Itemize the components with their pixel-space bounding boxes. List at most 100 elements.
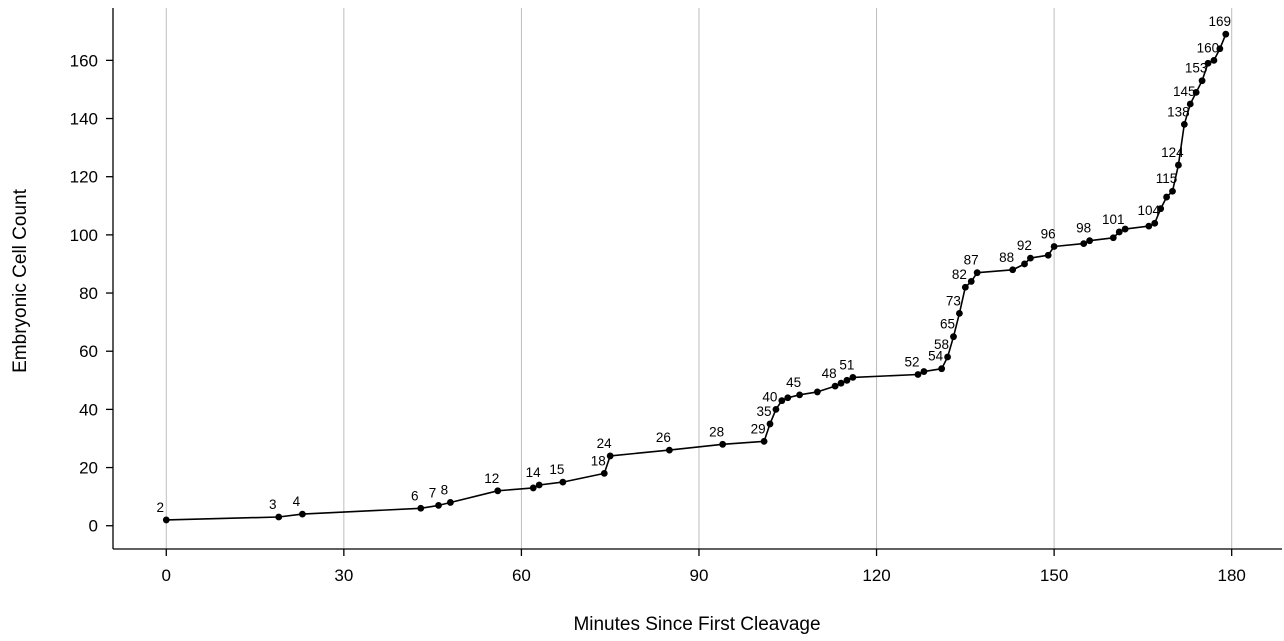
data-point-94-28 — [719, 440, 727, 448]
y-tick-label-120: 120 — [70, 168, 98, 187]
x-tick-label-30: 30 — [334, 566, 353, 585]
data-label-45: 45 — [786, 375, 801, 390]
data-point-63-14 — [535, 481, 543, 489]
data-point-179-169 — [1222, 30, 1230, 38]
data-point-48-8 — [446, 499, 454, 506]
data-point-160-99 — [1109, 234, 1117, 242]
x-tick-label-150: 150 — [1040, 566, 1068, 585]
data-point-0-2 — [162, 516, 170, 524]
y-tick-label-60: 60 — [79, 342, 98, 361]
data-point-155-97 — [1080, 240, 1088, 247]
data-point-102-35 — [766, 420, 774, 428]
data-point-173-145 — [1186, 100, 1194, 108]
data-point-146-92 — [1027, 254, 1034, 262]
data-label-115: 115 — [1156, 171, 1178, 186]
data-point-174-149 — [1192, 88, 1200, 96]
data-label-3: 3 — [269, 497, 277, 512]
y-tick-label-40: 40 — [79, 400, 98, 419]
data-point-132-58 — [944, 353, 951, 361]
data-label-35: 35 — [756, 404, 771, 419]
data-point-177-160 — [1210, 56, 1218, 64]
data-label-52: 52 — [904, 354, 919, 369]
data-label-54: 54 — [928, 349, 944, 364]
data-point-145-90 — [1021, 260, 1028, 268]
data-point-131-54 — [938, 365, 946, 373]
data-point-162-102 — [1121, 225, 1129, 233]
data-point-136-84 — [967, 278, 975, 285]
data-point-75-24 — [606, 452, 614, 460]
data-label-18: 18 — [591, 453, 606, 468]
data-label-87: 87 — [964, 253, 979, 268]
data-point-172-138 — [1180, 120, 1188, 128]
data-label-98: 98 — [1076, 221, 1091, 236]
data-label-101: 101 — [1102, 212, 1125, 227]
data-label-8: 8 — [441, 482, 449, 497]
y-tick-label-140: 140 — [70, 110, 98, 129]
data-label-14: 14 — [526, 465, 542, 480]
y-axis-ticks: 0 20 40 60 80 100 120 140 160 — [70, 51, 113, 536]
data-label-73: 73 — [946, 293, 961, 308]
data-point-127-52 — [914, 371, 922, 378]
data-point-134-73 — [956, 310, 963, 317]
data-label-6: 6 — [411, 488, 419, 503]
data-point-171-124 — [1175, 161, 1182, 169]
data-point-115-50 — [843, 376, 851, 384]
data-label-15: 15 — [549, 462, 564, 477]
x-axis-title: Minutes Since First Cleavage — [573, 614, 820, 635]
data-label-96: 96 — [1041, 227, 1056, 242]
data-point-176-159 — [1204, 59, 1212, 67]
y-tick-label-80: 80 — [79, 284, 98, 303]
data-label-65: 65 — [940, 317, 955, 332]
data-label-88: 88 — [999, 250, 1014, 265]
axes — [112, 8, 1282, 550]
data-label-4: 4 — [293, 494, 301, 509]
data-point-110-46 — [813, 388, 821, 396]
data-label-153: 153 — [1185, 61, 1208, 76]
y-tick-label-0: 0 — [89, 517, 98, 536]
data-point-113-48 — [831, 382, 839, 390]
data-point-104-43 — [778, 397, 786, 405]
data-point-170-115 — [1169, 187, 1176, 195]
data-point-137-87 — [973, 269, 981, 277]
data-label-58: 58 — [934, 337, 949, 352]
data-label-51: 51 — [839, 357, 854, 372]
series-cell-count — [162, 30, 1230, 524]
y-tick-label-160: 160 — [70, 51, 98, 70]
data-label-7: 7 — [429, 485, 437, 500]
data-point-67-15 — [559, 478, 567, 486]
data-point-105-44 — [784, 394, 792, 402]
data-label-92: 92 — [1017, 238, 1032, 253]
data-point-19-3 — [275, 513, 283, 521]
grid-lines — [165, 8, 1233, 549]
data-label-2: 2 — [157, 500, 165, 515]
data-point-107-45 — [796, 391, 804, 399]
data-label-169: 169 — [1209, 14, 1232, 29]
data-point-43-6 — [417, 504, 425, 512]
data-label-12: 12 — [484, 471, 499, 486]
y-axis-title: Embryonic Cell Count — [10, 188, 31, 372]
data-point-56-12 — [494, 487, 502, 495]
data-point-156-98 — [1086, 237, 1094, 245]
data-point-103-40 — [772, 405, 780, 413]
data-point-116-51 — [849, 373, 857, 381]
y-tick-label-20: 20 — [79, 459, 98, 478]
data-point-161-101 — [1115, 228, 1123, 236]
data-label-124: 124 — [1161, 145, 1184, 160]
data-point-169-113 — [1163, 193, 1170, 201]
data-point-85-26 — [665, 446, 673, 454]
x-tick-label-180: 180 — [1218, 566, 1246, 585]
data-label-26: 26 — [656, 430, 671, 445]
data-point-175-153 — [1198, 77, 1206, 85]
data-point-23-4 — [299, 510, 306, 518]
data-point-178-164 — [1216, 45, 1224, 53]
data-point-150-96 — [1050, 243, 1058, 250]
data-point-62-13 — [529, 484, 537, 492]
data-point-168-109 — [1157, 205, 1165, 213]
data-label-82: 82 — [952, 267, 967, 282]
data-point-133-65 — [950, 333, 957, 341]
data-point-101-29 — [760, 437, 768, 445]
data-label-24: 24 — [597, 436, 613, 451]
data-point-149-93 — [1044, 251, 1052, 259]
data-label-138: 138 — [1167, 104, 1190, 119]
